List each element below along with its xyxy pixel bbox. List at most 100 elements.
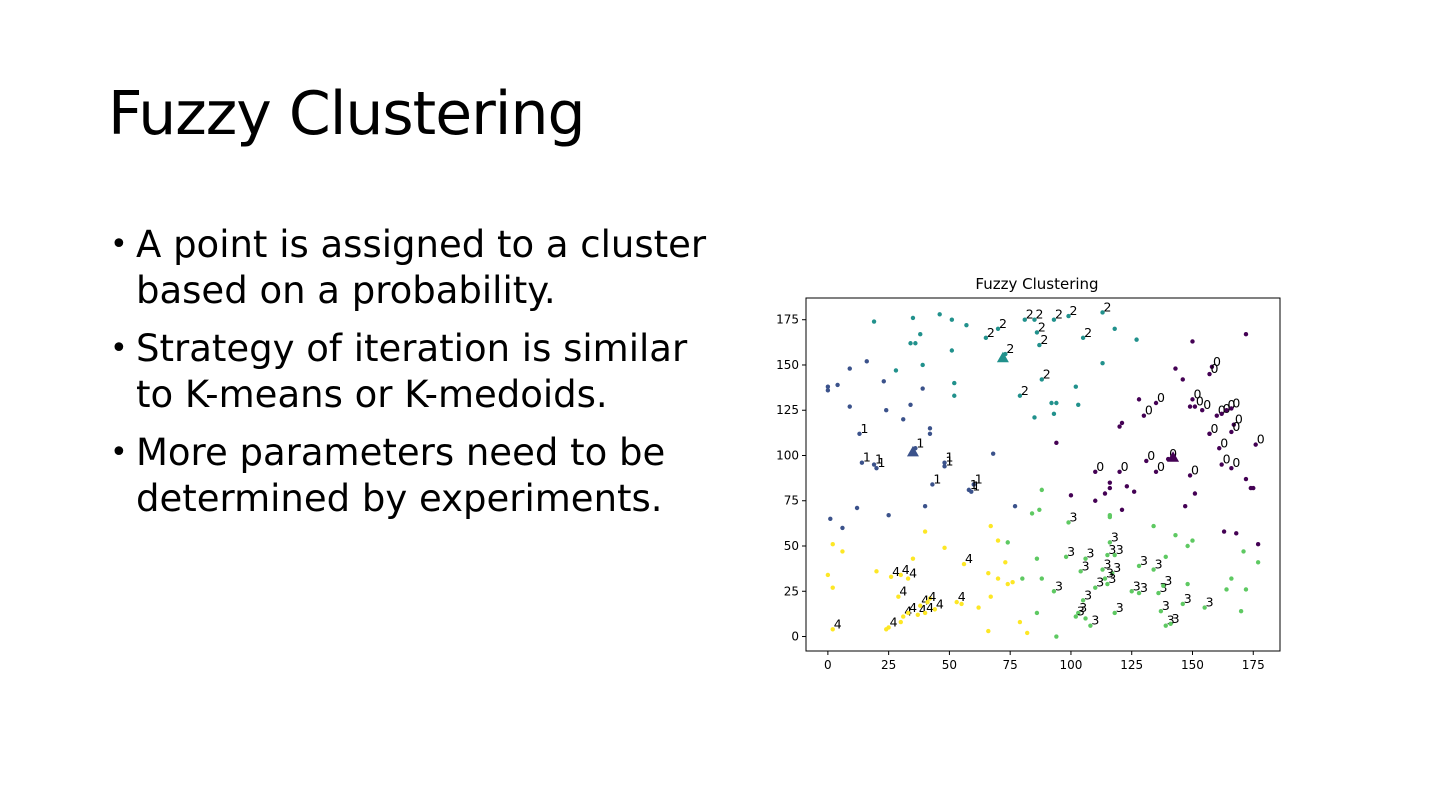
y-tick-label: 0 [791, 630, 799, 644]
data-point [1105, 552, 1110, 558]
point-label: 0 [1191, 462, 1199, 477]
data-point [1231, 422, 1237, 427]
point-label: 0 [1228, 397, 1236, 412]
data-point [871, 319, 877, 324]
data-point [986, 628, 991, 634]
data-point [922, 503, 928, 509]
x-tick-label: 25 [881, 658, 896, 672]
data-point [893, 368, 899, 373]
point-label: 4 [899, 584, 907, 599]
data-point [1012, 503, 1018, 509]
data-point [1163, 623, 1168, 628]
data-point [1243, 332, 1249, 337]
data-point [1102, 576, 1108, 581]
data-point [864, 359, 869, 364]
data-point [961, 561, 967, 567]
point-label: 3 [1087, 546, 1095, 561]
point-label: 0 [1220, 435, 1228, 450]
plot-frame [805, 297, 1281, 652]
scatter-chart: Fuzzy Clustering 00000000000000000000000… [776, 275, 1281, 672]
point-label: 0 [1218, 403, 1226, 418]
data-point [901, 417, 906, 422]
data-point [971, 482, 976, 487]
data-point [1037, 507, 1042, 512]
data-point [930, 482, 935, 487]
bullet-item: More parameters need to be determined by… [110, 430, 710, 522]
point-label: 2 [1043, 366, 1051, 381]
data-point [937, 312, 942, 317]
point-label: 4 [965, 551, 973, 566]
point-label: 2 [1084, 325, 1092, 340]
data-point [1066, 313, 1071, 319]
point-label: 4 [909, 566, 917, 581]
point-label: 3 [1172, 611, 1180, 626]
data-point [932, 607, 938, 612]
point-label: 4 [926, 600, 934, 615]
data-point [1217, 446, 1222, 451]
data-point [1034, 330, 1040, 335]
data-point [1078, 569, 1083, 574]
data-point [1200, 408, 1205, 413]
data-point [1136, 563, 1142, 569]
data-point [825, 572, 831, 578]
data-point [1229, 429, 1234, 435]
data-point [1119, 420, 1125, 426]
point-label: 1 [946, 453, 954, 468]
point-label: 0 [1203, 397, 1211, 412]
data-point [840, 525, 845, 531]
point-label: 3 [1084, 587, 1092, 602]
data-point [949, 317, 955, 322]
data-point [1100, 567, 1105, 572]
data-point [1221, 529, 1227, 534]
data-point [1003, 560, 1008, 565]
data-point [954, 599, 959, 605]
data-point [898, 619, 903, 625]
point-label: 1 [863, 450, 871, 465]
point-label: 3 [1140, 553, 1148, 568]
data-point [1180, 601, 1185, 607]
data-point [1173, 532, 1178, 538]
data-point [988, 523, 993, 529]
data-point [1119, 507, 1125, 512]
data-point [1029, 511, 1035, 516]
data-point [927, 431, 933, 436]
point-label: 3 [1108, 571, 1116, 586]
point-label: 3 [1111, 529, 1119, 544]
point-label: 3 [1082, 558, 1090, 573]
data-point [1073, 384, 1079, 389]
data-point [901, 614, 906, 619]
data-point [913, 341, 918, 346]
data-point [1185, 543, 1190, 549]
data-point [990, 451, 996, 456]
point-label: 3 [1113, 560, 1121, 575]
data-point [835, 382, 840, 388]
data-point [1173, 366, 1178, 371]
data-point [847, 366, 852, 371]
data-point [918, 603, 923, 608]
data-point [910, 315, 916, 321]
point-label: 0 [1213, 354, 1221, 369]
data-point [925, 599, 930, 605]
data-point [1224, 408, 1229, 413]
data-point [1039, 487, 1044, 493]
data-point [859, 460, 865, 465]
data-point [1136, 590, 1142, 596]
data-point [905, 576, 911, 581]
point-label: 3 [1096, 575, 1104, 590]
y-tick-label: 175 [776, 313, 799, 327]
data-point [1017, 393, 1023, 398]
data-point [1034, 610, 1040, 616]
point-label: 1 [972, 479, 980, 494]
data-point [927, 596, 933, 601]
data-point [1156, 590, 1161, 596]
y-tick-label: 50 [784, 539, 799, 553]
point-label: 4 [909, 600, 917, 615]
data-point [830, 585, 835, 590]
data-point [1037, 342, 1042, 348]
data-point [1185, 581, 1190, 587]
y-tick-label: 125 [776, 403, 799, 417]
data-point [942, 545, 947, 551]
point-label: 1 [970, 477, 978, 492]
data-point [1229, 406, 1234, 411]
point-label: 1 [916, 435, 924, 450]
